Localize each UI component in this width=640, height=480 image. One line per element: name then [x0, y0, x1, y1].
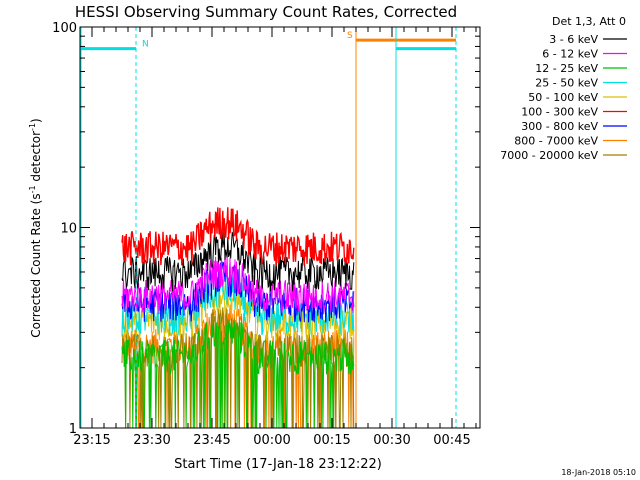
series-line-0 — [121, 231, 355, 292]
x-tick-label: 00:45 — [433, 433, 470, 448]
legend-label-7: 800 - 7000 keV — [514, 135, 598, 148]
chart-title: HESSI Observing Summary Count Rates, Cor… — [75, 3, 457, 21]
x-tick-label: 23:30 — [133, 433, 170, 448]
y-axis-label-end: ) — [29, 118, 43, 123]
x-tick-label: 00:00 — [253, 433, 290, 448]
y-tick-label: 100 — [52, 21, 77, 36]
series-line-5 — [121, 207, 355, 267]
x-axis-label: Start Time (17-Jan-18 23:12:22) — [174, 457, 382, 472]
annotation-label-0: N — [142, 40, 149, 50]
series-line-1 — [121, 255, 355, 315]
legend-label-2: 12 - 25 keV — [535, 62, 598, 75]
legend-label-8: 7000 - 20000 keV — [500, 149, 598, 162]
y-axis-label-mid: detector — [29, 131, 43, 186]
legend-header: Det 1,3, Att 0 — [552, 15, 626, 28]
plot-area: N S 1 10 100 23:15 23:30 23:45 00:00 00:15 00:30 00… — [52, 21, 481, 448]
legend-label-4: 50 - 100 keV — [528, 91, 598, 104]
y-axis-label-main: Corrected Count Rate (s — [29, 193, 43, 337]
x-tick-label: 23:15 — [73, 433, 110, 448]
y-tick-label: 10 — [60, 222, 77, 237]
x-tick-label: 00:30 — [373, 433, 410, 448]
legend-label-1: 6 - 12 keV — [542, 48, 598, 61]
generation-timestamp: 18-Jan-2018 05:10 — [561, 468, 636, 477]
y-tick-label: 1 — [69, 422, 77, 437]
legend-label-0: 3 - 6 keV — [549, 33, 598, 46]
legend-label-5: 100 - 300 keV — [521, 106, 598, 119]
annotation-label-1: S — [347, 31, 353, 41]
legend-label-6: 300 - 800 keV — [521, 120, 598, 133]
x-tick-label: 00:15 — [313, 433, 350, 448]
y-axis-label-sup2: -1 — [28, 123, 37, 131]
x-tick-label: 23:45 — [193, 433, 230, 448]
y-axis-label: Corrected Count Rate (s-1 detector-1) — [28, 118, 43, 337]
legend-label-3: 25 - 50 keV — [535, 77, 598, 90]
y-axis-label-sup1: -1 — [28, 185, 37, 193]
series-line-2 — [121, 316, 355, 429]
